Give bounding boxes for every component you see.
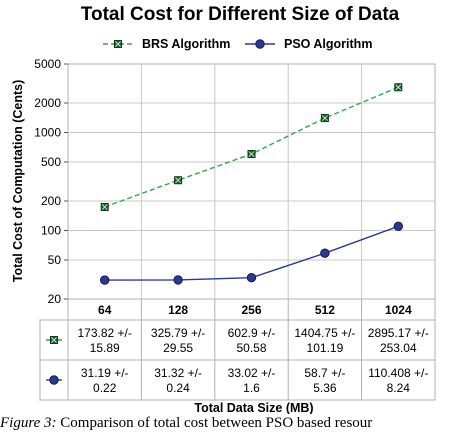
x-category-label: 64 — [98, 303, 112, 317]
x-category-label: 1024 — [385, 303, 412, 317]
table-cell-brs-error: 50.58 — [236, 341, 266, 355]
data-point-brs — [100, 202, 109, 211]
table-cell-pso: 33.02 +/- — [228, 366, 276, 380]
y-tick-label: 200 — [41, 194, 61, 208]
x-axis-label: Total Data Size (MB) — [194, 401, 313, 414]
legend-pso: PSO Algorithm — [245, 37, 372, 51]
cost-chart: Total Cost for Different Size of Data BR… — [11, 4, 436, 414]
caption-text: Comparison of total cost between PSO bas… — [56, 415, 373, 431]
data-point-pso — [100, 275, 110, 285]
y-axis: 5000 2000 1000 500 200 100 50 20 — [34, 57, 68, 306]
y-axis-label: Total Cost of Computation (Cents) — [11, 80, 25, 283]
legend-marker-pso-shape — [255, 39, 265, 49]
y-tick-label: 50 — [48, 253, 62, 267]
table-key-marker-pso-shape — [49, 375, 59, 385]
plot-area — [67, 63, 436, 300]
y-tick-label: 2000 — [34, 96, 61, 110]
table-cell-brs: 2895.17 +/- — [368, 326, 429, 340]
table-cell-brs-error: 15.89 — [90, 341, 120, 355]
data-point-pso-shape — [100, 275, 110, 285]
legend-marker-pso — [255, 39, 265, 49]
x-category-label: 128 — [168, 303, 188, 317]
legend-marker-brs — [114, 40, 123, 49]
y-tick-label: 1000 — [34, 125, 61, 139]
table-key-marker-pso — [49, 375, 59, 385]
table-cell-pso-error: 0.22 — [93, 381, 117, 395]
data-table: 64 128 256 512 1024 173.82 +/-15.89 325.79 +/-… — [39, 299, 436, 401]
data-point-brs — [320, 114, 329, 123]
table-cell-brs-error: 101.19 — [307, 341, 344, 355]
data-point-pso — [173, 275, 183, 285]
y-tick-label: 20 — [48, 292, 62, 306]
table-cell-pso-error: 1.6 — [243, 381, 260, 395]
table-cell-pso-error: 5.36 — [313, 381, 337, 395]
data-point-brs — [174, 176, 183, 185]
caption-label: Figure 3: — [0, 415, 57, 431]
table-cell-pso: 110.408 +/- — [368, 366, 428, 380]
legend-pso-marker — [255, 39, 265, 49]
data-point-pso-shape — [246, 272, 257, 283]
table-cell-brs-error: 253.04 — [380, 341, 417, 355]
data-point-brs-cross-b — [321, 115, 328, 121]
data-point-pso — [320, 248, 330, 258]
legend-brs-marker — [114, 40, 123, 49]
legend: BRS Algorithm PSO Algorithm — [103, 37, 372, 51]
y-tick-label: 500 — [41, 155, 61, 169]
data-point-brs — [394, 83, 403, 92]
table-key-marker-brs — [50, 335, 59, 344]
table-cell-brs: 173.82 +/- — [78, 326, 132, 340]
x-category-label: 512 — [315, 303, 335, 317]
data-point-brs-cross-b — [248, 151, 255, 157]
table-cell-brs: 1404.75 +/- — [294, 326, 355, 340]
data-point-brs-cross-b — [395, 84, 402, 91]
data-point-brs-cross-b — [175, 177, 182, 184]
data-point-pso-shape — [320, 248, 330, 258]
table-cell-pso: 31.19 +/- — [81, 366, 129, 380]
table-cell-brs-error: 29.55 — [163, 341, 193, 355]
figure-caption: Figure 3: Comparison of total cost betwe… — [0, 414, 474, 432]
table-cell-pso-error: 8.24 — [387, 381, 411, 395]
table-cell-brs: 325.79 +/- — [151, 326, 205, 340]
table-cell-pso: 58.7 +/- — [304, 366, 345, 380]
legend-brs: BRS Algorithm — [103, 37, 230, 51]
table-key-marker-brs-cross-b — [51, 337, 57, 343]
table-cell-brs: 602.9 +/- — [228, 326, 276, 340]
legend-marker-brs-cross-b — [115, 41, 121, 47]
legend-pso-label: PSO Algorithm — [284, 37, 372, 51]
data-point-pso-shape — [173, 275, 183, 285]
y-tick-label: 100 — [41, 224, 61, 238]
y-tick-label: 5000 — [34, 57, 61, 71]
data-point-pso — [246, 272, 257, 283]
table-cell-pso-error: 0.24 — [166, 381, 190, 395]
data-point-pso — [393, 221, 403, 231]
data-point-pso-shape — [393, 221, 403, 231]
legend-brs-label: BRS Algorithm — [142, 37, 230, 51]
table-cell-pso: 31.32 +/- — [154, 366, 202, 380]
data-point-brs-cross-b — [101, 204, 108, 210]
chart-title: Total Cost for Different Size of Data — [81, 4, 400, 25]
x-category-label: 256 — [241, 303, 261, 317]
data-point-brs — [247, 150, 256, 159]
plot-frame — [67, 63, 436, 300]
